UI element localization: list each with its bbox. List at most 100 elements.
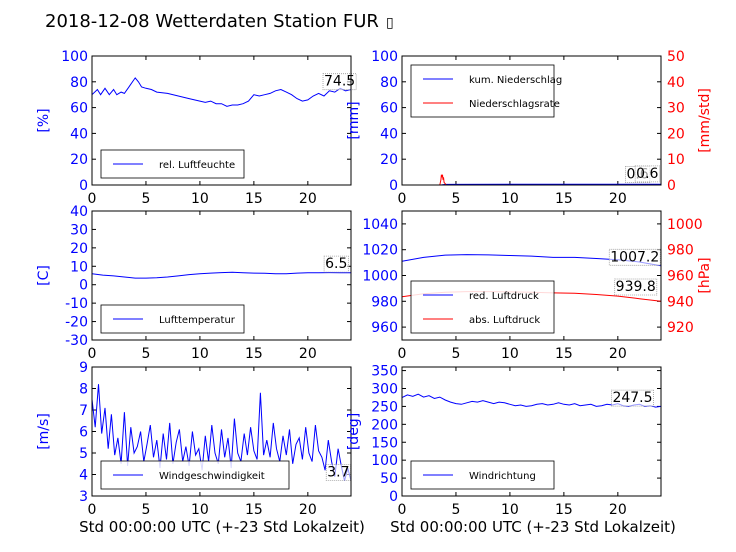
series-line-rel-luftfeuchte: [92, 77, 351, 107]
y-tick-label: 980: [371, 294, 398, 310]
x-tick-label: 5: [451, 191, 460, 207]
y2-tick-label: 920: [667, 320, 694, 336]
y-tick-label: -10: [65, 296, 88, 312]
x-tick-label: 15: [555, 191, 573, 207]
y-tick-label: 0: [389, 489, 398, 505]
y-tick-label: 7: [79, 403, 88, 419]
x-tick-label: 10: [501, 502, 519, 518]
plot-frame: [91, 366, 352, 497]
series-line-lufttemperatur: [92, 271, 351, 279]
value-annotation: 0.6: [636, 166, 658, 182]
y2-tick-label: 30: [667, 101, 685, 117]
y-axis-label: [mm]: [346, 101, 362, 139]
y-axis-label: [deg]: [346, 413, 362, 450]
y-tick-label: 1040: [362, 217, 398, 233]
y2-tick-label: 980: [667, 243, 694, 259]
xlabel-right: Std 00:00:00 UTC (+-23 Std Lokalzeit): [390, 518, 676, 536]
legend-label: kum. Niederschlag: [469, 75, 562, 86]
legend-box: [410, 280, 555, 334]
x-tick-label: 15: [245, 346, 263, 362]
x-tick-label: 5: [141, 346, 150, 362]
y-tick-label: 960: [371, 320, 398, 336]
y-tick-label: 6: [79, 425, 88, 441]
x-tick-label: 0: [398, 191, 407, 207]
y-tick-label: 0: [389, 178, 398, 194]
value-annotation: 247.5: [612, 390, 652, 406]
x-tick-label: 10: [191, 346, 209, 362]
y-tick-label: 100: [371, 453, 398, 469]
y-tick-label: 20: [380, 152, 398, 168]
value-annotation: 74.5: [324, 74, 355, 90]
y-tick-label: 350: [371, 364, 398, 380]
y-axis-label: [m/s]: [36, 413, 52, 450]
x-tick-label: 10: [191, 191, 209, 207]
y-tick-label: 10: [70, 259, 88, 275]
x-tick-label: 0: [398, 502, 407, 518]
series-line-niederschlagsrate: [402, 174, 661, 185]
panel-pressure: 0 5 10 15 20 960 980 1000 1020 1040 920 940 960 980 10…: [362, 210, 713, 362]
legend-label: Niederschlagsrate: [469, 99, 560, 110]
plot-frame: [401, 366, 662, 497]
plot-frame: [401, 55, 662, 186]
x-tick-label: 15: [245, 502, 263, 518]
y2-tick-label: 40: [667, 75, 685, 91]
x-tick-label: 10: [501, 346, 519, 362]
y-tick-label: 50: [380, 471, 398, 487]
y-tick-label: 3: [79, 489, 88, 505]
x-tick-label: 5: [451, 346, 460, 362]
y2-axis-label: [mm/std]: [697, 88, 713, 153]
legend: red. Luftdruck abs. Luftdruck: [410, 280, 555, 334]
x-tick-label: 5: [451, 502, 460, 518]
title-missing-glyph: ▯: [386, 15, 394, 31]
y-tick-label: 40: [70, 204, 88, 220]
y-tick-label: -30: [65, 333, 88, 349]
y-tick-label: 250: [371, 399, 398, 415]
figure-title: 2018-12-08 Wetterdaten Station FUR: [45, 11, 379, 32]
x-tick-label: 15: [555, 502, 573, 518]
y2-tick-label: 1000: [667, 217, 703, 233]
y-tick-label: 20: [70, 241, 88, 257]
y-axis-label: [C]: [36, 265, 52, 286]
legend: Windgeschwindigkeit: [100, 460, 290, 490]
legend: Lufttemperatur: [100, 304, 245, 334]
y-tick-label: 100: [371, 49, 398, 65]
y2-tick-label: 0: [667, 178, 676, 194]
legend: Windrichtung: [410, 460, 555, 490]
x-tick-label: 20: [609, 191, 627, 207]
value-annotation: 1007.2: [610, 249, 659, 265]
x-tick-label: 15: [245, 191, 263, 207]
y2-tick-label: 940: [667, 294, 694, 310]
x-tick-label: 20: [299, 191, 317, 207]
x-tick-label: 0: [398, 346, 407, 362]
legend-label: abs. Luftdruck: [469, 315, 540, 326]
plot-frame: [91, 55, 352, 186]
panel-windspeed: 0 5 10 15 20 3 4 5 6 7 8 9 [m/s] 3.7 Windgeschwindigke…: [36, 360, 352, 518]
y-tick-label: 0: [79, 278, 88, 294]
value-annotation-box: [323, 255, 349, 273]
x-tick-label: 0: [88, 191, 97, 207]
y2-tick-label: 20: [667, 126, 685, 142]
x-tick-label: 20: [299, 346, 317, 362]
legend-label: Windrichtung: [469, 471, 536, 482]
y-tick-label: 40: [70, 126, 88, 142]
legend-label: red. Luftdruck: [469, 291, 539, 302]
y-tick-label: 20: [70, 152, 88, 168]
x-tick-label: 0: [88, 502, 97, 518]
y-tick-label: 0: [79, 178, 88, 194]
y2-axis-label: [hPa]: [697, 257, 713, 293]
series-line-windgeschwindigkeit: [92, 384, 351, 482]
y-tick-label: 1020: [362, 243, 398, 259]
legend-label: Windgeschwindigkeit: [159, 471, 265, 482]
panel-precip: 0 5 10 15 20 0 20 40 60 80 100 0 10 20 30 40 50 [mm] [mm/s…: [346, 49, 713, 207]
y-tick-label: 80: [70, 75, 88, 91]
y-tick-label: 8: [79, 382, 88, 398]
panel-humidity: 0 5 10 15 20 0 20 40 60 80 100 [%] 74.5 rel. Luftfeuc…: [36, 49, 357, 207]
x-tick-label: 10: [191, 502, 209, 518]
x-tick-label: 10: [501, 191, 519, 207]
xlabel-left: Std 00:00:00 UTC (+-23 Std Lokalzeit): [79, 518, 365, 536]
y-tick-label: 60: [70, 101, 88, 117]
legend: kum. Niederschlag Niederschlagsrate: [410, 64, 562, 118]
x-tick-label: 20: [609, 346, 627, 362]
y-tick-label: 9: [79, 360, 88, 376]
